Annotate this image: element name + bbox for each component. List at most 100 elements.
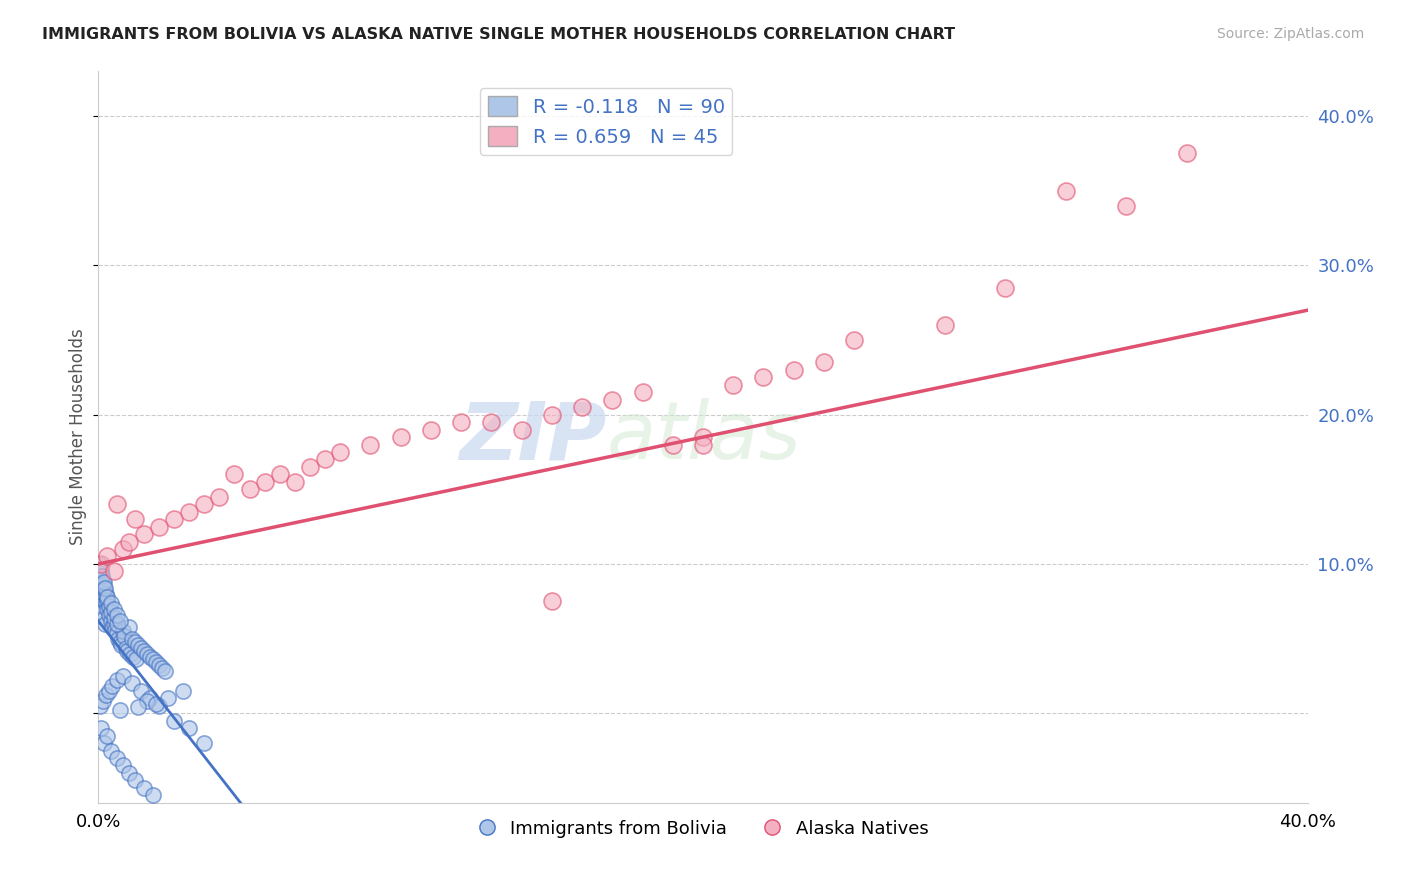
Point (934, 318, 956, 332)
Point (299, 459, 322, 474)
Point (107, 632, 129, 646)
Point (124, 773, 146, 788)
Point (96, 590, 118, 604)
Point (91, 694, 114, 708)
Point (100, 596, 122, 610)
Point (118, 534, 141, 549)
Point (96, 592, 118, 607)
Point (239, 483, 262, 497)
Point (96, 549, 118, 564)
Point (90, 599, 112, 613)
Point (752, 370, 775, 384)
Point (94, 596, 117, 610)
Point (103, 601, 125, 615)
Point (124, 512, 146, 526)
Point (142, 652, 165, 666)
Point (90, 563, 112, 577)
Point (360, 437, 382, 451)
Point (148, 658, 170, 673)
Point (94, 581, 117, 595)
Point (120, 647, 142, 661)
Point (139, 691, 162, 706)
Point (692, 430, 714, 444)
Point (90, 721, 112, 735)
Point (101, 620, 124, 634)
Point (93, 581, 115, 595)
Point (91, 569, 114, 583)
Point (98, 683, 121, 698)
Point (193, 736, 215, 750)
Point (91, 574, 114, 589)
Point (253, 475, 276, 489)
Point (91, 592, 114, 607)
Point (101, 679, 124, 693)
Point (224, 467, 246, 482)
Point (111, 624, 134, 639)
Point (108, 614, 131, 628)
Point (94, 689, 117, 703)
Point (93, 574, 115, 589)
Point (132, 527, 155, 541)
Point (127, 638, 149, 652)
Point (150, 661, 173, 675)
Point (1054, 184, 1077, 198)
Point (89, 583, 111, 598)
Point (329, 445, 352, 459)
Point (148, 698, 170, 713)
Point (124, 634, 146, 648)
Point (98, 607, 121, 622)
Text: Source: ZipAtlas.com: Source: ZipAtlas.com (1216, 27, 1364, 41)
Point (118, 620, 141, 634)
Point (114, 640, 136, 655)
Point (105, 616, 128, 631)
Point (94, 616, 117, 631)
Point (813, 355, 835, 369)
Point (783, 363, 806, 377)
Point (103, 565, 125, 579)
Point (87, 557, 110, 571)
Point (108, 703, 131, 717)
Point (135, 647, 157, 661)
Point (87, 590, 110, 604)
Point (121, 676, 143, 690)
Point (125, 652, 148, 666)
Point (602, 392, 624, 407)
Point (105, 625, 128, 640)
Point (145, 698, 167, 712)
Point (145, 656, 167, 670)
Point (89, 572, 111, 586)
Point (90, 578, 112, 592)
Point (208, 490, 231, 504)
Text: IMMIGRANTS FROM BOLIVIA VS ALASKA NATIVE SINGLE MOTHER HOUSEHOLDS CORRELATION CH: IMMIGRANTS FROM BOLIVIA VS ALASKA NATIVE… (42, 27, 955, 42)
Point (139, 649, 162, 664)
Point (105, 751, 128, 765)
Point (269, 467, 291, 482)
Point (111, 542, 134, 557)
Point (540, 408, 562, 422)
Point (91, 605, 114, 619)
Point (105, 607, 128, 622)
Point (111, 669, 134, 683)
Point (692, 437, 714, 451)
Point (103, 616, 125, 631)
Point (127, 700, 149, 714)
Point (389, 430, 412, 444)
Point (121, 632, 143, 646)
Y-axis label: Single Mother Households: Single Mother Households (69, 329, 87, 545)
Legend: Immigrants from Bolivia, Alaska Natives: Immigrants from Bolivia, Alaska Natives (471, 813, 935, 845)
Point (1175, 146, 1198, 161)
Point (100, 605, 122, 619)
Point (105, 673, 128, 688)
Point (111, 758, 134, 772)
Point (93, 610, 115, 624)
Point (148, 519, 170, 533)
Point (179, 505, 201, 519)
Point (571, 401, 593, 415)
Point (132, 643, 155, 657)
Point (98, 599, 121, 613)
Point (93, 736, 115, 750)
Point (631, 385, 654, 400)
Point (110, 638, 132, 652)
Point (142, 789, 165, 803)
Point (420, 423, 443, 437)
